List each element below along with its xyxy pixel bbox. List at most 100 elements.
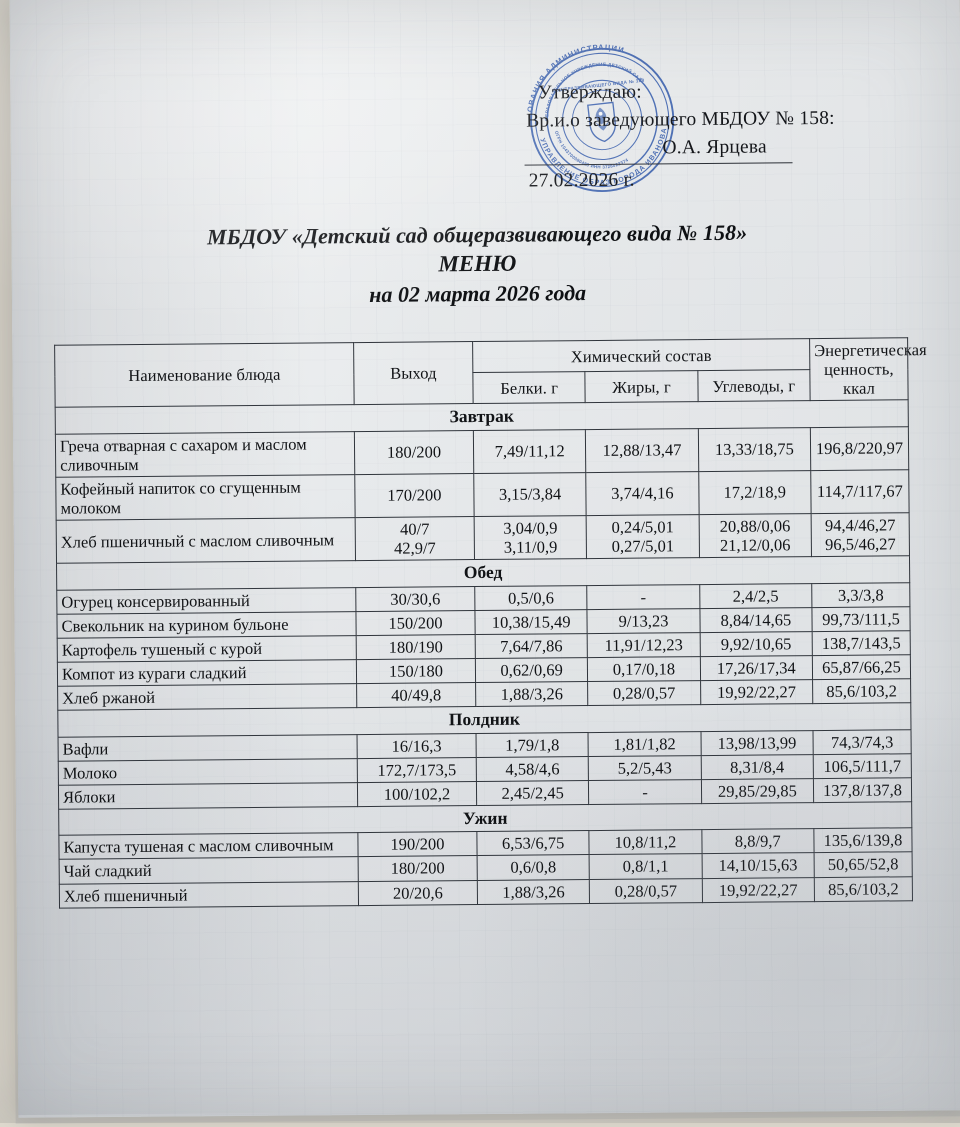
document-titles: МБДОУ «Детский сад общеразвивающего вида…	[0, 218, 958, 311]
dish-output: 180/190	[356, 634, 476, 660]
dish-output: 180/200	[354, 430, 474, 475]
dish-name: Картофель тушеный с курой	[57, 635, 357, 663]
dish-output: 40/49,8	[356, 682, 476, 708]
dish-energy: 138,7/143,5	[812, 630, 911, 656]
dish-proteins: 3,15/3,84	[473, 472, 587, 517]
dish-name: Компот из кураги сладкий	[57, 659, 357, 687]
col-header-output: Выход	[353, 341, 474, 405]
dish-carbs: 13,33/18,75	[698, 427, 811, 472]
dish-energy: 85,6/103,2	[812, 678, 911, 704]
dish-proteins: 6,53/6,75	[476, 830, 590, 856]
dish-energy: 106,5/111,7	[813, 753, 912, 779]
dish-carbs: 19,92/22,27	[700, 679, 813, 705]
dish-fats: 5,2/5,43	[588, 755, 702, 781]
dish-name: Огурец консервированный	[56, 587, 356, 615]
dish-output: 100/102,2	[357, 781, 477, 807]
dish-fats: 0,28/0,57	[589, 878, 703, 904]
menu-date: на 02 марта 2026 года	[369, 280, 587, 307]
approval-person: О.А. Ярцева	[662, 136, 767, 159]
col-header-fats: Жиры, г	[585, 370, 698, 403]
dish-energy: 99,73/111,5	[811, 606, 911, 632]
dish-output: 190/200	[357, 831, 478, 858]
dish-energy: 3,3/3,8	[811, 582, 910, 608]
dish-carbs: 9,92/10,65	[699, 631, 813, 657]
dish-fats: 10,8/11,2	[589, 829, 702, 855]
dish-fats: 0,8/1,1	[589, 854, 702, 880]
dish-name: Кофейный напиток со сгущенным молоком	[55, 474, 356, 521]
dish-name: Хлеб пшеничный с маслом сливочным	[56, 517, 356, 564]
dish-proteins: 7,49/11,12	[473, 429, 587, 474]
menu-table-body: Завтрак Греча отварная с сахаром и маслом…	[55, 400, 913, 908]
col-header-carbs: Углеводы, г	[697, 369, 811, 402]
approval-position: Вр.и.о заведующего МБДОУ № 158:	[526, 107, 835, 132]
dish-fats: 12,88/13,47	[585, 428, 699, 473]
dish-carbs: 13,98/13,99	[700, 730, 814, 756]
dish-energy: 74,3/74,3	[812, 729, 912, 755]
dish-name: Чай сладкий	[59, 857, 359, 884]
dish-name: Капуста тушеная с маслом сливочным	[58, 832, 359, 860]
dish-output: 170/200	[354, 473, 475, 518]
dish-fats: 0,28/0,57	[587, 680, 701, 706]
dish-fats: 0,17/0,18	[587, 656, 701, 682]
dish-fats: 0,24/5,01 0,27/5,01	[586, 514, 700, 559]
col-header-energy: Энергетическая ценность, ккал	[809, 337, 927, 401]
dish-output: 16/16,3	[357, 733, 477, 759]
dish-output: 30/30,6	[355, 586, 475, 612]
dish-energy: 94,4/46,27 96,5/46,27	[811, 512, 910, 558]
dish-carbs: 17,2/18,9	[698, 470, 812, 515]
dish-proteins: 1,88/3,26	[475, 681, 589, 707]
dish-output: 40/7 42,9/7	[355, 516, 475, 562]
dish-name: Свекольник на курином бульоне	[56, 611, 357, 639]
table-row: Греча отварная с сахаром и маслом сливоч…	[55, 426, 909, 478]
organization-title: МБДОУ «Детский сад общеразвивающего вида…	[206, 219, 748, 250]
dish-energy: 50,65/52,8	[814, 852, 913, 878]
dish-proteins: 1,88/3,26	[477, 879, 590, 905]
dish-output: 20/20,6	[358, 880, 478, 906]
approval-label: Утверждаю:	[537, 81, 642, 104]
dish-output: 150/180	[356, 658, 476, 684]
dish-carbs: 17,26/17,34	[700, 655, 813, 681]
dish-energy: 137,8/137,8	[813, 777, 912, 803]
dish-carbs: 20,88/0,06 21,12/0,06	[698, 513, 812, 559]
dish-fats: 3,74/4,16	[586, 471, 699, 516]
dish-carbs: 29,85/29,85	[701, 778, 814, 804]
dish-carbs: 19,92/22,27	[701, 877, 815, 903]
dish-fats: 9/13,23	[587, 608, 700, 634]
dish-carbs: 8,31/8,4	[700, 754, 814, 780]
dish-proteins: 7,64/7,86	[475, 633, 588, 659]
dish-proteins: 0,6/0,8	[477, 854, 590, 881]
dish-energy: 135,6/139,8	[813, 828, 913, 854]
dish-carbs: 8,8/9,7	[701, 828, 815, 855]
dish-fats: -	[587, 584, 700, 610]
dish-name: Хлеб ржаной	[57, 683, 357, 711]
dish-energy: 65,87/66,25	[812, 654, 911, 680]
col-header-name: Наименование блюда	[54, 342, 355, 408]
col-header-proteins: Белки. г	[472, 371, 586, 404]
dish-proteins: 10,38/15,49	[474, 609, 588, 635]
menu-table: Наименование блюда Выход Химический сост…	[54, 337, 927, 909]
dish-proteins: 2,45/2,45	[476, 780, 589, 806]
table-row: Кофейный напиток со сгущенным молоком 170…	[55, 469, 910, 521]
dish-name: Хлеб пшеничный	[59, 881, 359, 908]
dish-fats: -	[588, 779, 702, 805]
dish-name: Молоко	[58, 758, 358, 786]
dish-output: 172,7/173,5	[357, 757, 477, 783]
page-title: МЕНЮ	[438, 250, 517, 277]
dish-proteins: 4,58/4,6	[476, 756, 589, 782]
dish-fats: 1,81/1,82	[588, 731, 701, 757]
approval-block: Утверждаю: Вр.и.о заведующего МБДОУ № 15…	[524, 77, 855, 196]
dish-carbs: 8,84/14,65	[699, 607, 813, 633]
dish-proteins: 1,79/1,8	[476, 732, 589, 758]
col-header-composition: Химический состав	[472, 338, 810, 373]
dish-name: Вафли	[58, 734, 358, 761]
dish-energy: 196,8/220,97	[810, 426, 909, 471]
dish-carbs: 14,10/15,63	[701, 853, 815, 879]
dish-proteins: 0,62/0,69	[475, 657, 588, 683]
table-row: Хлеб пшеничный с маслом сливочным 40/7 42,…	[56, 512, 910, 564]
dish-energy: 114,7/117,67	[810, 469, 910, 514]
dish-carbs: 2,4/2,5	[699, 583, 812, 609]
dish-name: Греча отварная с сахаром и маслом сливоч…	[55, 431, 355, 478]
dish-fats: 11,91/12,23	[587, 632, 701, 658]
dish-name: Яблоки	[58, 782, 358, 810]
